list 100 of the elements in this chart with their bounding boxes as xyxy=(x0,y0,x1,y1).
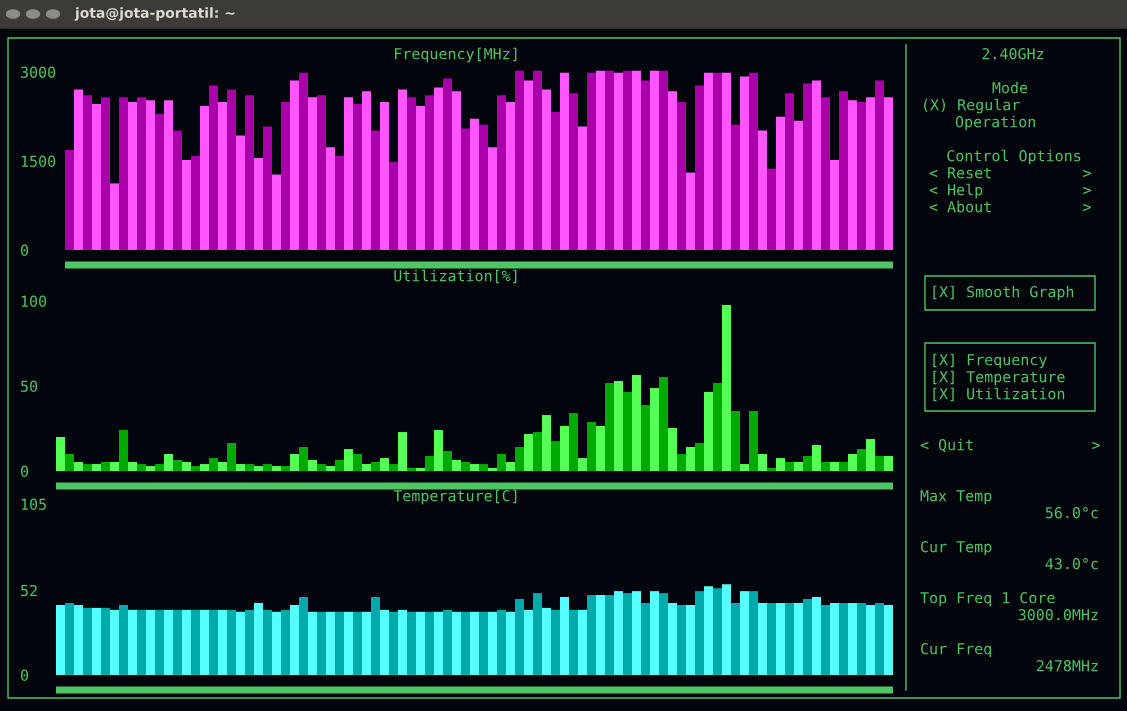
bar xyxy=(209,458,218,471)
bar xyxy=(308,97,317,250)
bar xyxy=(533,70,542,250)
bar xyxy=(119,97,128,250)
bar xyxy=(452,459,461,471)
bar xyxy=(164,100,173,250)
bar xyxy=(326,147,335,250)
bar xyxy=(605,70,614,250)
bar xyxy=(794,461,803,471)
bar xyxy=(236,464,245,471)
bar xyxy=(191,155,200,250)
bar xyxy=(632,70,641,250)
bar xyxy=(83,95,92,250)
text: (X) Regular xyxy=(924,98,1020,114)
bar xyxy=(416,467,425,471)
text: 2478MHz xyxy=(1036,660,1098,672)
bar xyxy=(542,415,551,471)
bar xyxy=(461,461,470,471)
bar xyxy=(866,97,875,250)
bar xyxy=(749,72,758,250)
bar xyxy=(488,147,497,250)
bar xyxy=(785,461,794,471)
bar xyxy=(569,413,578,471)
bar xyxy=(281,102,290,250)
text: < About > xyxy=(929,200,1091,213)
bar xyxy=(596,425,605,471)
bar xyxy=(191,466,200,471)
bar xyxy=(218,461,227,471)
bar xyxy=(497,454,506,471)
y-tick-label: 3000 xyxy=(21,66,56,78)
bar xyxy=(497,95,506,250)
text: Top Freq 1 Core xyxy=(920,592,1055,607)
bar xyxy=(569,93,578,250)
bar xyxy=(164,454,173,471)
bar xyxy=(704,391,713,471)
bar xyxy=(110,183,119,250)
text: < Reset > xyxy=(929,167,1091,179)
text: Mode xyxy=(992,81,1028,94)
bar xyxy=(182,461,191,471)
bar xyxy=(650,388,659,471)
bar xyxy=(101,97,110,250)
bar xyxy=(848,454,857,471)
text: 56.0°c xyxy=(1045,507,1098,519)
bar xyxy=(515,447,524,471)
bar xyxy=(380,458,389,471)
bar xyxy=(551,111,560,250)
bar xyxy=(632,374,641,471)
bar xyxy=(407,467,416,471)
bar xyxy=(803,456,812,471)
text: Control Options xyxy=(947,149,1081,165)
y-tick-label: 0 xyxy=(20,244,29,256)
bar xyxy=(614,381,623,471)
text: 3000.0MHz xyxy=(1018,609,1098,621)
bar xyxy=(425,456,434,471)
bar xyxy=(470,464,479,471)
bar xyxy=(182,159,191,250)
bar xyxy=(623,70,632,250)
bar xyxy=(821,461,830,471)
bar xyxy=(524,433,533,471)
bar xyxy=(542,89,551,250)
bar xyxy=(443,450,452,471)
bar xyxy=(560,425,569,471)
bar xyxy=(704,72,713,250)
bar xyxy=(218,102,227,250)
y-tick-label: 50 xyxy=(21,380,38,392)
bar xyxy=(623,391,632,471)
bar xyxy=(650,70,659,250)
bar xyxy=(290,454,299,471)
bar xyxy=(353,454,362,471)
bar xyxy=(758,454,767,471)
bar xyxy=(686,447,695,471)
bar xyxy=(605,382,614,471)
bar xyxy=(659,376,668,471)
chart-title: Temperature[C] xyxy=(393,489,517,505)
bar xyxy=(407,97,416,250)
text: [X] Frequency xyxy=(933,353,1047,369)
bar xyxy=(812,80,821,250)
bar xyxy=(839,91,848,250)
y-tick-label: 1500 xyxy=(21,155,56,167)
bar xyxy=(587,422,596,471)
bar xyxy=(344,449,353,471)
bar xyxy=(659,70,668,250)
y-tick-label: 0 xyxy=(20,465,29,477)
bar xyxy=(749,410,758,471)
bar xyxy=(245,464,254,471)
bar xyxy=(740,464,749,471)
bar xyxy=(776,116,785,250)
bar xyxy=(713,382,722,471)
bar xyxy=(173,459,182,471)
bar xyxy=(371,461,380,471)
bar xyxy=(209,85,218,250)
text: [X] Smooth Graph xyxy=(933,285,1074,301)
bar xyxy=(326,466,335,471)
text: Operation xyxy=(955,115,1035,131)
bar xyxy=(110,461,119,471)
bar xyxy=(137,464,146,471)
bar xyxy=(641,80,650,250)
bar xyxy=(236,135,245,250)
bar xyxy=(335,459,344,471)
bar xyxy=(731,124,740,250)
